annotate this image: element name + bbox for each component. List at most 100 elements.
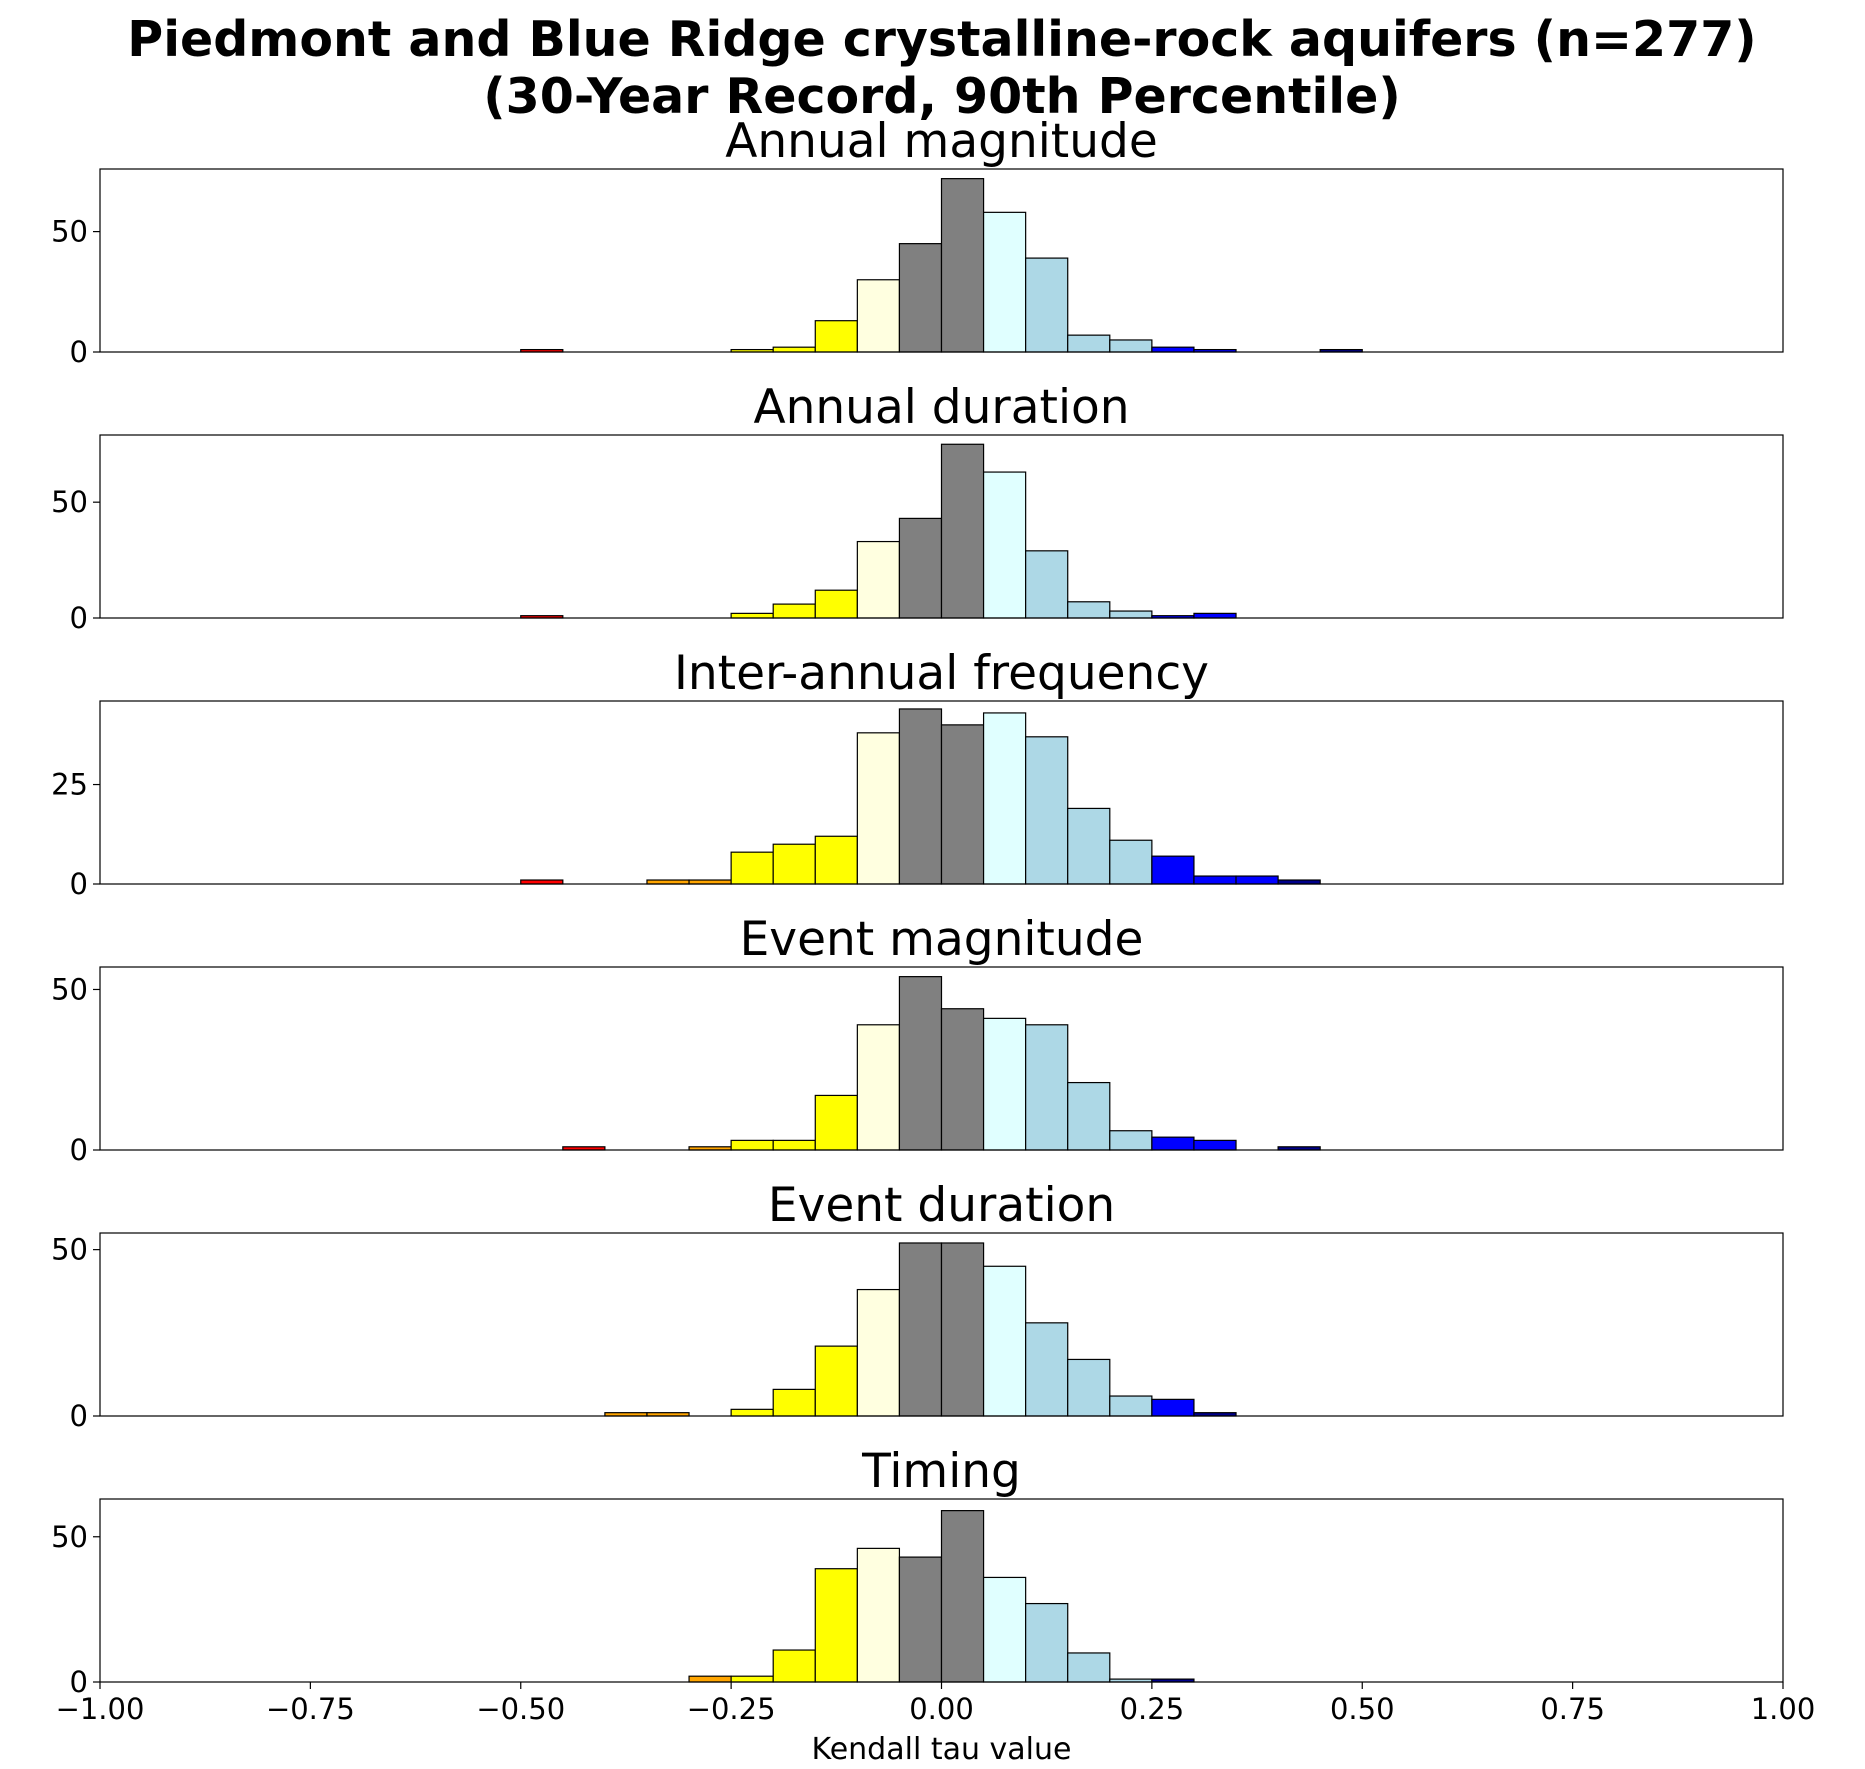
histogram-bar: [856, 732, 901, 885]
subplot-3: Inter-annual frequency 0 25: [51, 646, 1784, 901]
histogram-bar: [1067, 1081, 1111, 1151]
histogram-bar: [982, 211, 1027, 353]
y-tick-label: 0: [70, 335, 88, 369]
axes-frame: [99, 700, 1784, 885]
subplot-title: Inter-annual frequency: [674, 646, 1209, 701]
axes-frame: [99, 168, 1784, 353]
histogram-bar: [1025, 1602, 1069, 1683]
histogram-bar: [1067, 601, 1111, 619]
subplot-6: Timing 0 50 −1.00 −0.75 −0.50 −0.25 0.00 0.25 0.5…: [51, 1444, 1815, 1767]
histogram-bar: [940, 1510, 985, 1683]
x-tick-label: 0.50: [1330, 1692, 1395, 1726]
histogram-bar: [1193, 1139, 1237, 1151]
subplot-title: Timing: [861, 1444, 1021, 1499]
x-tick-label: 0.75: [1540, 1692, 1605, 1726]
axes-frame: [99, 1232, 1784, 1417]
histogram-bar: [730, 851, 774, 885]
histogram-bar: [1151, 855, 1195, 885]
histogram-bar: [940, 178, 985, 353]
y-tick-label: 0: [70, 1133, 88, 1167]
histogram-bar: [814, 1094, 858, 1151]
x-tick-label: −1.00: [56, 1692, 145, 1726]
histogram-bar: [1067, 1358, 1111, 1417]
subplot-title: Annual duration: [753, 380, 1129, 435]
histogram-bar: [688, 1675, 732, 1683]
axes-frame: [99, 434, 1784, 619]
histogram-bar: [1067, 807, 1111, 885]
y-tick-label: 0: [70, 601, 88, 635]
y-tick-label: 50: [51, 972, 88, 1006]
histogram-bar: [940, 1242, 985, 1417]
histogram-bar: [1109, 339, 1153, 353]
histogram-bar: [1193, 612, 1237, 619]
histogram-bar: [898, 1242, 943, 1417]
histogram-bar: [898, 243, 943, 353]
histogram-bar: [1067, 334, 1111, 353]
histogram-bar: [1109, 1395, 1153, 1417]
histogram-bar: [856, 540, 901, 619]
histogram-bar: [772, 346, 816, 353]
histogram-bar: [1025, 736, 1069, 885]
histogram-bar: [856, 1547, 901, 1683]
figure-title-line2: (30-Year Record, 90th Percentile): [483, 68, 1400, 125]
histogram-bar: [1025, 550, 1069, 619]
histogram-bar: [856, 1288, 901, 1417]
y-tick-label: 0: [70, 1665, 88, 1699]
histogram-bar: [898, 1556, 943, 1683]
histogram-bar: [982, 1017, 1027, 1151]
histogram-bar: [856, 1024, 901, 1151]
histogram-bar: [982, 712, 1027, 885]
histogram-bar: [772, 1139, 816, 1151]
y-tick-label: 0: [70, 867, 88, 901]
subplot-4: Event magnitude 0 50: [51, 912, 1784, 1167]
x-tick-label: 0.00: [909, 1692, 974, 1726]
histogram-bar: [1025, 257, 1069, 353]
histogram-bar: [1109, 1130, 1153, 1151]
histogram-bar: [1151, 1398, 1195, 1417]
histogram-bar: [982, 1265, 1027, 1417]
histogram-bar: [730, 1408, 774, 1417]
histogram-bar: [898, 976, 943, 1151]
histogram-bar: [730, 1675, 774, 1683]
histogram-bar: [814, 1568, 858, 1683]
histogram-bar: [898, 708, 943, 885]
histogram-bar: [772, 1388, 816, 1417]
y-tick-label: 50: [51, 1520, 88, 1554]
histogram-bar: [940, 724, 985, 885]
histogram-bar: [1151, 1136, 1195, 1151]
histogram-bar: [982, 1576, 1027, 1683]
histogram-bar: [982, 471, 1027, 619]
y-tick-label: 50: [51, 485, 88, 519]
subplot-1: Annual magnitude 0 50: [51, 114, 1784, 369]
x-tick-label: 1.00: [1751, 1692, 1816, 1726]
histogram-bar: [772, 843, 816, 885]
y-tick-label: 0: [70, 1399, 88, 1433]
x-tick-label: −0.75: [266, 1692, 355, 1726]
subplot-2: Annual duration 0 50: [51, 380, 1784, 635]
histogram-bar: [1025, 1322, 1069, 1417]
histogram-bar: [1235, 875, 1279, 885]
subplot-title: Event duration: [768, 1178, 1115, 1233]
histogram-bar: [772, 1649, 816, 1683]
histogram-bar: [1193, 875, 1237, 885]
histogram-bar: [1151, 346, 1195, 353]
x-tick-label: −0.25: [687, 1692, 776, 1726]
histogram-bar: [856, 279, 901, 353]
histogram-bar: [730, 1139, 774, 1151]
axes-frame: [99, 966, 1784, 1151]
histogram-bar: [1109, 839, 1153, 885]
y-tick-label: 25: [51, 768, 88, 802]
histogram-bar: [814, 320, 858, 353]
x-tick-label: 0.25: [1120, 1692, 1185, 1726]
y-tick-label: 50: [51, 1233, 88, 1267]
histogram-bar: [1025, 1024, 1069, 1151]
subplot-grid: Annual magnitude 0 50 Annual duration 0 50 Int…: [51, 114, 1815, 1767]
histogram-bar: [940, 1008, 985, 1151]
histogram-bar: [814, 589, 858, 619]
x-axis-label: Kendall tau value: [812, 1732, 1072, 1767]
y-tick-label: 50: [51, 215, 88, 249]
histogram-bar: [814, 835, 858, 885]
histogram-bar: [772, 603, 816, 619]
histogram-bar: [730, 612, 774, 619]
